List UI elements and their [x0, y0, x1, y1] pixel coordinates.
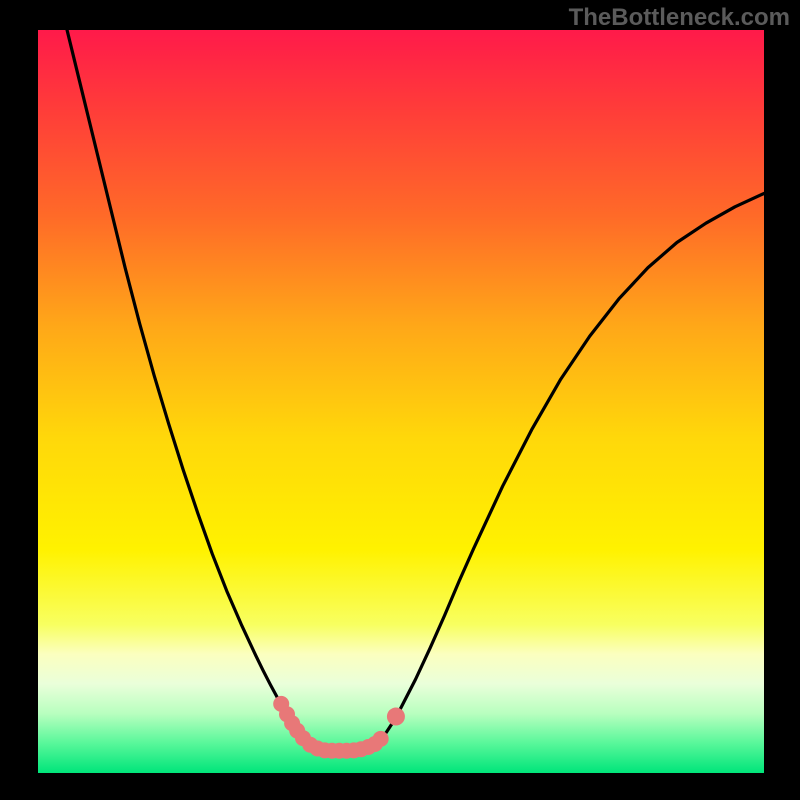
plot-area	[38, 30, 764, 773]
marker-point	[373, 731, 389, 747]
watermark-text: TheBottleneck.com	[569, 4, 790, 32]
valley-markers	[38, 30, 764, 773]
marker-point	[387, 708, 405, 726]
figure-canvas: TheBottleneck.com	[0, 0, 800, 800]
